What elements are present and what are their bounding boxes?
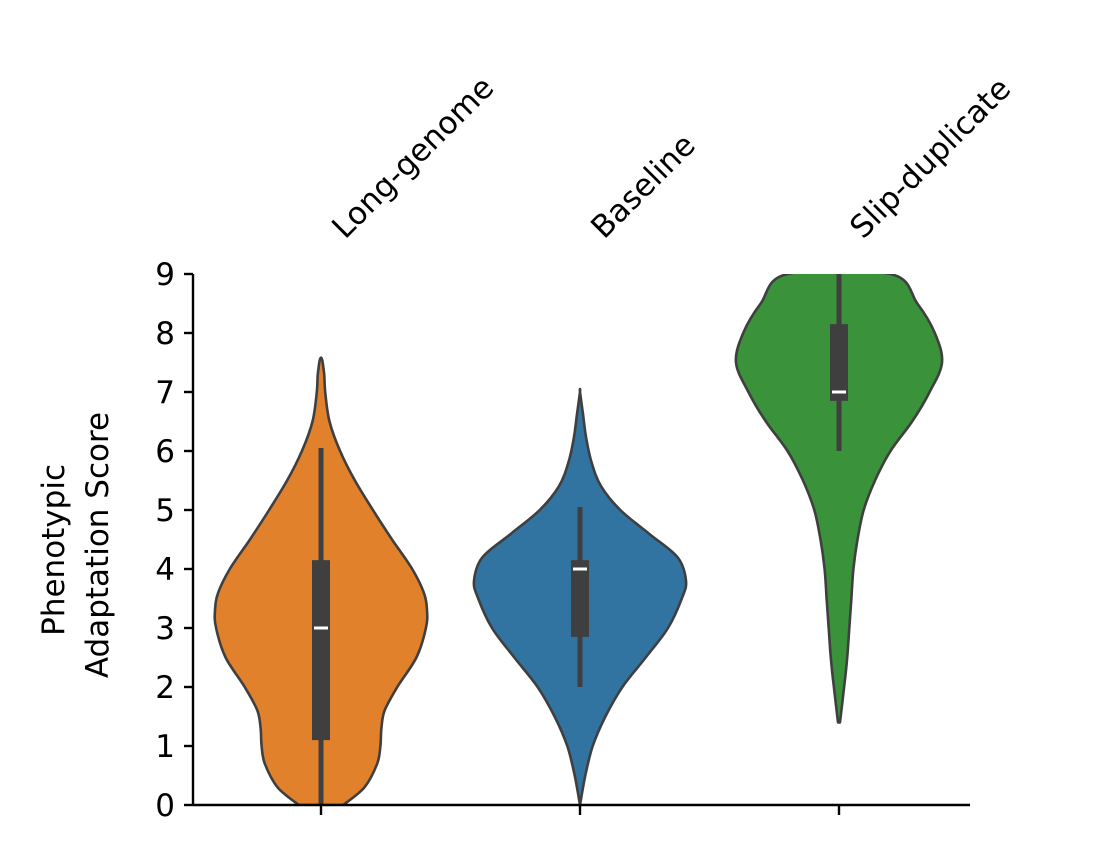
- x-ticks: Long-genome Baseline Slip-duplicate: [319, 70, 1018, 815]
- y-tick-label: 2: [155, 670, 175, 706]
- y-tick-label: 5: [155, 493, 175, 529]
- y-tick-label: 8: [155, 316, 175, 352]
- y-ticks: 0 1 2 3 4 5 6 7 8 9: [155, 257, 193, 824]
- iqr-box-baseline: [571, 560, 589, 637]
- iqr-box-slip-duplicate: [830, 324, 848, 401]
- boxes-layer: [312, 274, 848, 805]
- x-tick-label-slip-duplicate: Slip-duplicate: [843, 71, 1018, 246]
- y-axis-title-line-2: Adaptation Score: [80, 412, 116, 678]
- x-tick-label-long-genome: Long-genome: [325, 70, 501, 246]
- y-tick-label: 7: [155, 375, 175, 411]
- y-tick-label: 1: [155, 729, 175, 765]
- y-tick-label: 3: [155, 611, 175, 647]
- y-axis-title-line-1: Phenotypic: [36, 464, 72, 636]
- x-tick-label-baseline: Baseline: [584, 127, 702, 245]
- y-axis-title: Phenotypic Adaptation Score: [36, 412, 116, 678]
- y-tick-label: 4: [155, 552, 175, 588]
- violin-slip-duplicate: [734, 274, 944, 724]
- y-tick-label: 6: [155, 434, 175, 470]
- iqr-box-long-genome: [312, 560, 330, 741]
- y-tick-label: 9: [155, 257, 175, 293]
- y-tick-label: 0: [155, 788, 175, 824]
- axes-layer: [191, 274, 970, 807]
